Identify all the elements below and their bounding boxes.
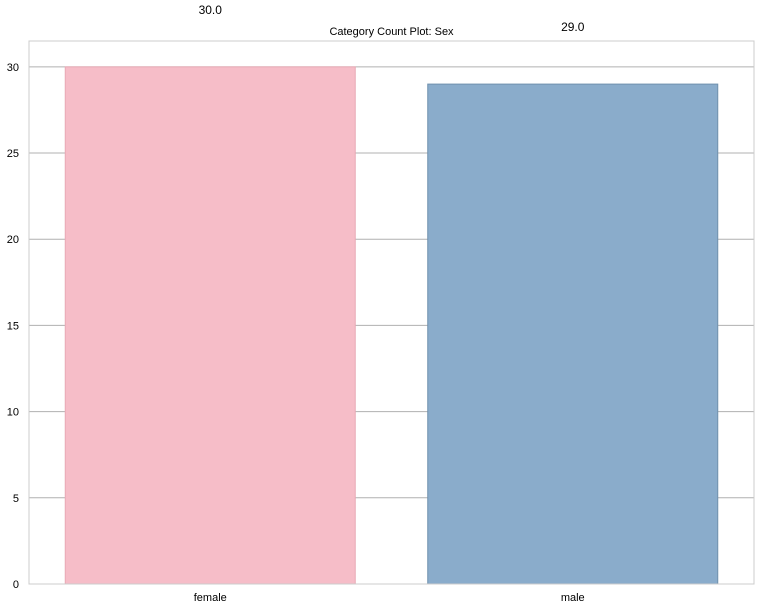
y-tick-label-20: 20 — [7, 234, 19, 246]
bar-value-label-male: 29.0 — [561, 20, 585, 34]
y-tick-label-30: 30 — [7, 62, 19, 74]
bars — [64, 66, 719, 585]
y-tick-label-0: 0 — [13, 579, 19, 591]
bar-value-label-female: 30.0 — [199, 3, 223, 17]
bar-female — [64, 66, 356, 585]
y-tick-label-25: 25 — [7, 148, 19, 160]
y-tick-labels: 0 5 10 15 20 25 30 — [7, 62, 19, 591]
x-tick-label-female: female — [194, 592, 227, 604]
plot-frame — [28, 40, 755, 585]
y-tick-label-10: 10 — [7, 407, 19, 419]
chart-title: Category Count Plot: Sex — [329, 26, 454, 38]
bar-male — [427, 83, 719, 585]
bar-value-labels: 30.0 29.0 — [199, 3, 585, 34]
x-tick-label-male: male — [561, 592, 585, 604]
x-tick-labels: female male — [194, 592, 585, 604]
y-tick-label-5: 5 — [13, 493, 19, 505]
y-tick-label-15: 15 — [7, 320, 19, 332]
